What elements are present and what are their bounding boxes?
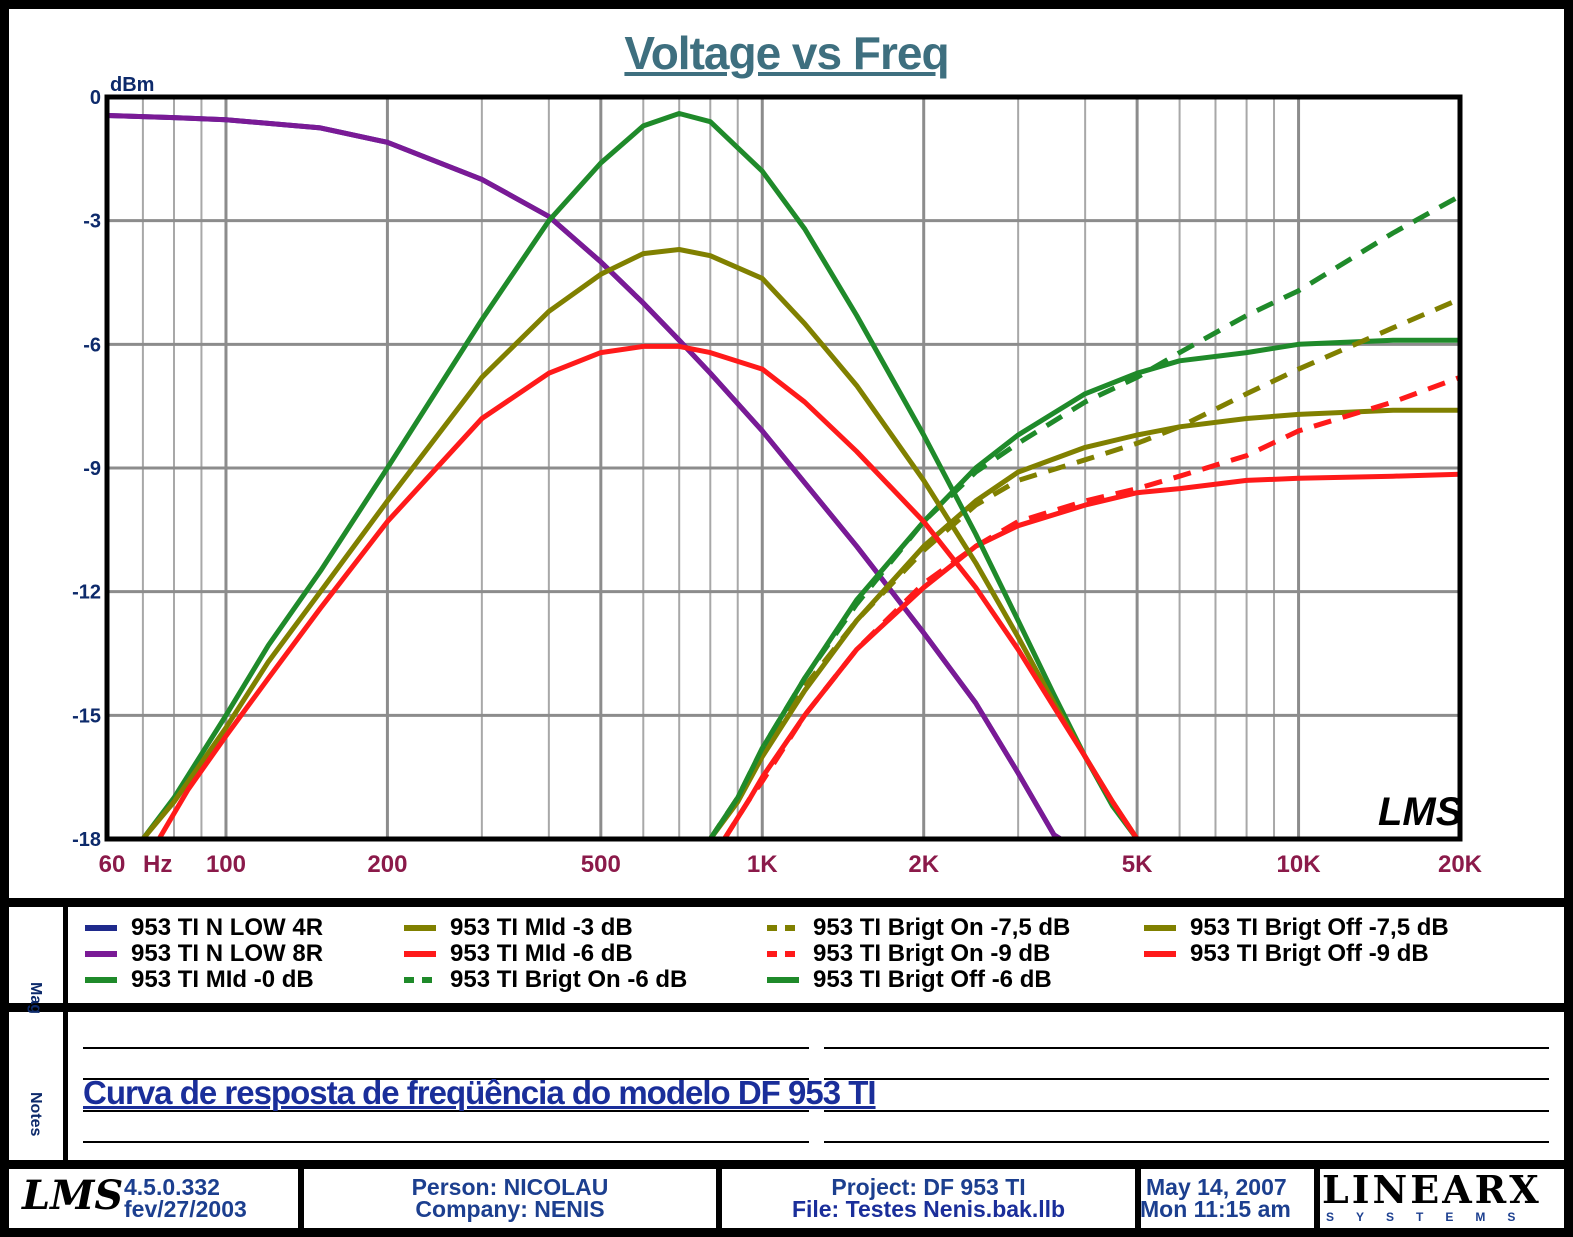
legend-label: 953 TI Brigt Off -6 dB — [813, 966, 1052, 993]
series-line — [104, 343, 1183, 842]
note-line — [83, 1141, 809, 1143]
legend-label: 953 TI MId -3 dB — [450, 914, 633, 941]
footer-divider — [1314, 1165, 1320, 1228]
legend-swatch — [767, 925, 799, 931]
series-line — [708, 193, 1462, 841]
x-tick-label: 2K — [908, 851, 939, 878]
note-line — [83, 1047, 809, 1049]
legend-swatch — [404, 977, 436, 983]
footer-divider — [298, 1165, 304, 1228]
note-line — [824, 1078, 1549, 1080]
company-label: Company: NENIS — [415, 1196, 605, 1222]
legend-swatch — [1144, 925, 1176, 931]
footer-divider — [716, 1165, 722, 1228]
note-line — [83, 1078, 809, 1080]
y-tick-label: -15 — [72, 705, 101, 727]
divider-notes-top — [0, 1003, 1573, 1012]
note-line — [824, 1141, 1549, 1143]
x-tick-label: 200 — [367, 851, 407, 878]
software-version: 4.5.0.332 — [124, 1174, 220, 1200]
x-tick-label: 20K — [1438, 851, 1483, 878]
legend-swatch — [85, 977, 117, 983]
plot-border — [104, 94, 1463, 842]
legend-swatch — [767, 951, 799, 957]
legend-label: 953 TI Brigt On -7,5 dB — [813, 914, 1071, 941]
legend-item: 953 TI Brigt On -9 dB — [765, 940, 1051, 967]
legend-swatch — [85, 925, 117, 931]
linearx-logo-text: LINEARX — [1322, 1167, 1542, 1212]
lms-watermark-text: LMS — [1378, 790, 1463, 834]
legend-swatch — [404, 925, 436, 931]
legend-item: 953 TI Brigt On -7,5 dB — [765, 914, 1071, 941]
y-tick-label: -6 — [83, 334, 101, 356]
y-tick-label: -9 — [83, 458, 101, 480]
x-tick-label: 10K — [1277, 851, 1322, 878]
series-line — [721, 471, 1463, 842]
notes-text: Curva de resposta de freqüência do model… — [83, 1074, 877, 1111]
legend-swatch — [767, 977, 799, 983]
legend-swatch — [85, 951, 117, 957]
legend-item: 953 TI N LOW 4R — [83, 914, 324, 941]
legend-item: 953 TI Brigt Off -7,5 dB — [1142, 914, 1449, 941]
file-label: File: Testes Nenis.bak.llb — [791, 1196, 1066, 1222]
series-layer — [104, 111, 1463, 842]
y-tick-labels: 0 -3 -6 -9 -12 -15 -18 — [72, 87, 101, 851]
legend-item: 953 TI MId -3 dB — [402, 914, 633, 941]
legend-label: 953 TI Brigt On -9 dB — [813, 940, 1051, 967]
footer-divider — [1135, 1165, 1141, 1228]
person-label: Person: NICOLAU — [411, 1174, 609, 1200]
x-tick-label: 60 — [99, 851, 126, 878]
y-tick-label: -3 — [83, 211, 101, 233]
chart-area: 60 100 200 500 1K 2K 5K 10K 20K 0 -3 -6 -9 -12 -15 -18… — [72, 74, 1483, 878]
legend-side-divider — [63, 898, 68, 1160]
project-label: Project: DF 953 TI — [831, 1174, 1026, 1200]
divider-footer-top — [0, 1160, 1573, 1169]
y-tick-label: 0 — [90, 87, 101, 109]
date-label: May 14, 2007 — [1146, 1174, 1287, 1200]
legend-side-label: Mag — [27, 982, 44, 1014]
lms-watermark: LMS — [1378, 790, 1463, 834]
legend-label: 953 TI MId -6 dB — [450, 940, 633, 967]
lms-logo: LMS — [22, 1172, 124, 1219]
linearx-logo: LINEARX SYSTEMS — [1322, 1170, 1552, 1228]
x-tick-labels: 60 100 200 500 1K 2K 5K 10K 20K — [99, 851, 1483, 878]
time-label: Mon 11:15 am — [1140, 1196, 1291, 1222]
y-axis-unit-label: dBm — [110, 74, 154, 96]
legend-item: 953 TI MId -6 dB — [402, 940, 633, 967]
divider-legend-top — [0, 898, 1573, 907]
note-line — [824, 1047, 1549, 1049]
legend-item: 953 TI Brigt Off -6 dB — [765, 966, 1052, 993]
note-line — [824, 1110, 1549, 1112]
legend-item: 953 TI N LOW 8R — [83, 940, 324, 967]
x-tick-label: 100 — [206, 851, 246, 878]
series-line — [104, 113, 1140, 842]
chart-title: Voltage vs Freq — [624, 27, 949, 79]
legend-item: 953 TI MId -0 dB — [83, 966, 314, 993]
legend-label: 953 TI Brigt On -6 dB — [450, 966, 688, 993]
legend-item: 953 TI Brigt On -6 dB — [402, 966, 688, 993]
software-date: fev/27/2003 — [124, 1196, 247, 1222]
legend-label: 953 TI Brigt Off -7,5 dB — [1190, 914, 1449, 941]
y-tick-label: -18 — [72, 829, 101, 851]
x-axis-unit-label: Hz — [143, 851, 172, 878]
legend-label: 953 TI N LOW 4R — [131, 914, 324, 941]
note-line — [83, 1110, 809, 1112]
series-line — [708, 296, 1461, 841]
legend-label: 953 TI N LOW 8R — [131, 940, 324, 967]
series-line — [104, 113, 1140, 842]
legend-label: 953 TI MId -0 dB — [131, 966, 314, 993]
notes-side-label: Notes — [27, 1092, 44, 1137]
legend-item: 953 TI Brigt Off -9 dB — [1142, 940, 1429, 967]
legend-label: 953 TI Brigt Off -9 dB — [1190, 940, 1429, 967]
x-tick-label: 500 — [581, 851, 621, 878]
y-tick-label: -12 — [72, 582, 101, 604]
series-line — [104, 111, 1183, 842]
x-tick-label: 1K — [747, 851, 778, 878]
x-tick-label: 5K — [1122, 851, 1153, 878]
legend-swatch — [1144, 951, 1176, 957]
linearx-logo-subtext: SYSTEMS — [1326, 1210, 1538, 1224]
series-line — [722, 374, 1461, 841]
legend-swatch — [404, 951, 436, 957]
